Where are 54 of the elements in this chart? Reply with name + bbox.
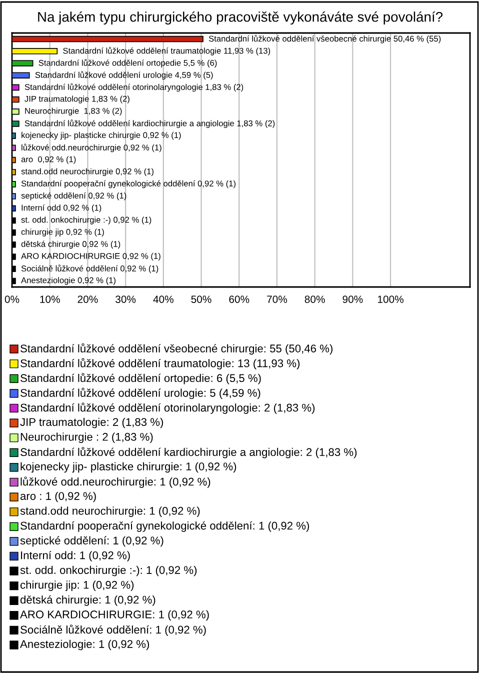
data-label: Standardní lůžkové oddělení otorinolaryngologie 1,83 % (2) xyxy=(24,83,244,92)
data-label: Sociálně lůžkové oddělení 0,92 % (1) xyxy=(21,264,158,274)
text: Interní odd: 1 (0,92 %) xyxy=(21,550,130,562)
text: stand.odd neurochirurgie: 1 (0,92 %) xyxy=(20,506,200,517)
x-tick-label: 40% xyxy=(153,296,174,303)
data-label: Standardní lůžkové oddělení ortopedie 5,5 % (6) xyxy=(38,59,217,68)
x-tick-label: 90% xyxy=(342,296,363,303)
x-tick-label: 20% xyxy=(78,296,98,303)
data-label: ARO KARDIOCHIRURGIE 0,92 % (1) xyxy=(21,252,160,261)
x-tick-label: 50% xyxy=(191,296,212,303)
data-label: lůžkové odd.neurochirurgie 0,92 % (1) xyxy=(22,144,162,152)
x-tick-label: 80% xyxy=(304,296,325,303)
data-label: stand.odd neurochirurgie 0,92 % (1) xyxy=(21,168,154,176)
text: Standardní lůžkové oddělení otorinolaryngologie: 2 (1,83 %) xyxy=(20,402,315,414)
x-tick-label: 60% xyxy=(229,296,250,303)
text: Standardní lůžkové oddělení kardiochirurgie a angiologie: 2 (1,83 %) xyxy=(20,446,357,458)
text: dětská chirurgie: 1 (0,92 %) xyxy=(20,595,156,606)
data-label: Standardní lůžkové oddělení všeobecné chirurgie 50,46 % (55) xyxy=(208,34,441,44)
text: septické oddělení: 1 (0,92 %) xyxy=(20,536,164,547)
data-label: Standardní pooperační gynekologické oddělení 0,92 % (1) xyxy=(21,180,236,188)
data-label: chirurgie jip 0,92 % (1) xyxy=(21,228,104,236)
data-label: Neurochirurgie 1,83 % (2) xyxy=(25,108,122,116)
x-tick-label: 70% xyxy=(267,296,288,303)
text: lůžkové odd.neurochirurgie: 1 (0,92 %) xyxy=(20,476,210,488)
chart-title: Na jakém typu chirurgického pracoviště vykonáváte své povolání? xyxy=(38,11,443,25)
data-label: aro 0,92 % (1) xyxy=(21,156,76,164)
text: chirurgie jip: 1 (0,92 %) xyxy=(20,580,134,591)
text: Standardní lůžkové oddělení traumatologie: 13 (11,93 %) xyxy=(20,358,300,370)
text: st. odd. onkochirurgie :-): 1 (0,92 %) xyxy=(20,566,197,576)
data-label: Standardní lůžkové oddělení traumatologie 11,93 % (13) xyxy=(63,46,270,56)
data-label: septické oddělení 0,92 % (1) xyxy=(21,192,126,200)
text: kojenecky jip- plasticke chirurgie: 1 (0,92 %) xyxy=(20,462,236,473)
x-tick-label: 30% xyxy=(116,296,136,303)
text: Sociálně lůžkové oddělení: 1 (0,92 %) xyxy=(20,624,206,636)
text: Standardní pooperační gynekologické oddělení: 1 (0,92 %) xyxy=(20,521,310,532)
data-label: Anesteziologie 0,92 % (1) xyxy=(21,277,116,285)
text: Standardní lůžkové oddělení všeobecné chirurgie: 55 (50,46 %) xyxy=(20,343,332,355)
x-tick-label: 10% xyxy=(40,296,60,303)
x-tick-label: 100% xyxy=(378,296,404,303)
data-label: st. odd. onkochirurgie :-) 0,92 % (1) xyxy=(21,216,152,224)
text: ARO KARDIOCHIRURGIE: 1 (0,92 %) xyxy=(20,610,209,621)
text: JIP traumatologie: 2 (1,83 %) xyxy=(20,418,164,428)
data-label: kojenecky jip- plasticke chirurgie 0,92 % (1) xyxy=(22,132,181,140)
text: aro : 1 (0,92 %) xyxy=(20,492,96,502)
data-label: Standardní lůžkové oddělení kardiochirurgie a angiologie 1,83 % (2) xyxy=(24,119,275,128)
data-label: dětská chirurgie 0,92 % (1) xyxy=(21,240,120,249)
text: Standardní lůžkové oddělení urologie: 5 (4,59 %) xyxy=(20,388,260,400)
data-label: Standardní lůžkové oddělení urologie 4,59 % (5) xyxy=(35,71,213,80)
text: Anesteziologie: 1 (0,92 %) xyxy=(20,640,150,650)
data-label: Interní odd 0,92 % (1) xyxy=(22,204,102,212)
text: Neurochirurgie : 2 (1,83 %) xyxy=(20,432,153,443)
text: Standardní lůžkové oddělení ortopedie: 6 (5,5 %) xyxy=(20,372,261,384)
data-label: JIP traumatologie 1,83 % (2) xyxy=(24,96,130,104)
x-tick-label: 0% xyxy=(4,296,20,303)
